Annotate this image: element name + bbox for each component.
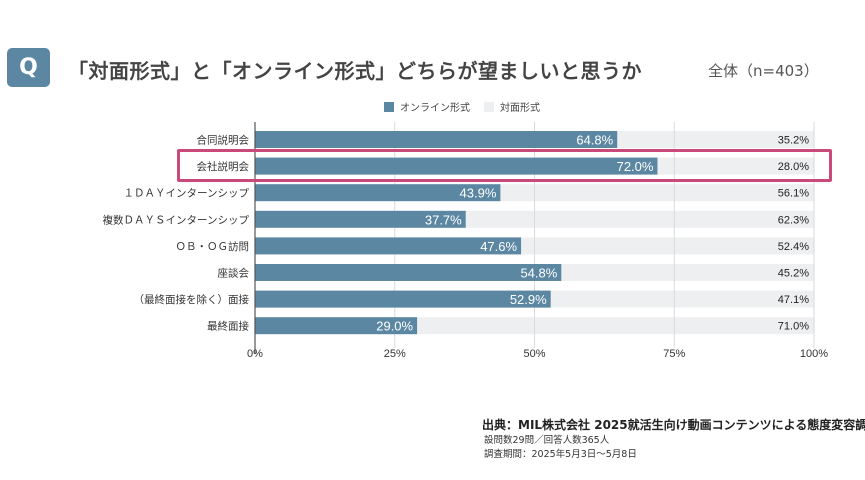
value-label-online: 72.0% xyxy=(617,159,654,174)
bar-in-person xyxy=(500,184,814,202)
value-label-online: 37.7% xyxy=(425,212,462,227)
category-label: 座談会 xyxy=(218,267,250,280)
category-label: （最終面接を除く）面接 xyxy=(134,293,250,306)
value-label-online: 64.8% xyxy=(576,133,613,148)
x-tick-label: 75% xyxy=(663,348,685,360)
category-label: 最終面接 xyxy=(207,320,249,333)
question-badge: Q xyxy=(7,48,50,87)
value-label-in-person: 62.3% xyxy=(778,214,809,226)
bar-online xyxy=(255,131,618,148)
value-label-online: 52.9% xyxy=(510,292,547,307)
bar-online xyxy=(255,184,501,202)
chart-title: 「対面形式」と「オンライン形式」どちらが望ましいと思うか xyxy=(68,59,642,83)
bar-in-person xyxy=(657,157,814,175)
value-label-online: 54.8% xyxy=(520,266,557,281)
legend-label-in-person: 対面形式 xyxy=(500,103,540,114)
value-label-in-person: 56.1% xyxy=(778,188,809,200)
legend-swatch-online xyxy=(384,101,394,112)
legend-label-online: オンライン形式 xyxy=(400,103,470,114)
bar-online xyxy=(255,290,551,308)
highlight-box xyxy=(177,149,832,182)
x-tick-label: 50% xyxy=(523,348,545,360)
bar-in-person xyxy=(561,264,814,281)
value-label-in-person: 47.1% xyxy=(778,294,809,306)
value-label-in-person: 71.0% xyxy=(778,321,809,333)
legend-item-online: オンライン形式 xyxy=(384,99,470,114)
legend-swatch-in-person xyxy=(484,101,494,112)
x-tick-label: 100% xyxy=(800,348,828,360)
value-label-in-person: 45.2% xyxy=(778,268,809,280)
source-citation: 出典：MIL株式会社 2025就活生向け動画コンテンツによる態度変容調査 xyxy=(482,418,865,432)
legend: オンライン形式 対面形式 xyxy=(384,99,554,114)
bar-in-person xyxy=(617,131,814,148)
category-label: 複数ＤＡＹＳインターンシップ xyxy=(103,213,250,226)
x-tick-label: 25% xyxy=(384,348,406,360)
bar-online xyxy=(255,237,522,255)
value-label-in-person: 28.0% xyxy=(778,161,809,173)
bar-in-person xyxy=(417,317,814,335)
legend-item-in-person: 対面形式 xyxy=(484,99,540,114)
category-label: 合同説明会 xyxy=(197,134,250,147)
survey-note-period: 調査期間：2025年5月3日〜5月8日 xyxy=(484,449,637,460)
value-label-online: 47.6% xyxy=(480,239,517,254)
bar-online xyxy=(255,157,658,175)
survey-note-questions: 設問数29問／回答人数365人 xyxy=(484,435,610,446)
category-label: ＯＢ・ＯＧ訪問 xyxy=(176,240,250,253)
value-label-online: 29.0% xyxy=(376,319,413,334)
value-label-online: 43.9% xyxy=(460,186,497,201)
value-label-in-person: 52.4% xyxy=(778,241,809,253)
bar-online xyxy=(255,210,466,228)
value-label-in-person: 35.2% xyxy=(778,135,809,147)
sample-size: 全体（n=403） xyxy=(708,62,819,80)
bar-in-person xyxy=(521,237,814,255)
category-label: １ＤＡＹインターンシップ xyxy=(124,188,250,200)
bar-online xyxy=(255,264,562,281)
bar-online xyxy=(255,317,418,335)
x-tick-label: 0% xyxy=(247,348,263,360)
bar-in-person xyxy=(550,290,814,308)
category-label: 会社説明会 xyxy=(197,160,250,173)
bar-in-person xyxy=(465,210,814,228)
